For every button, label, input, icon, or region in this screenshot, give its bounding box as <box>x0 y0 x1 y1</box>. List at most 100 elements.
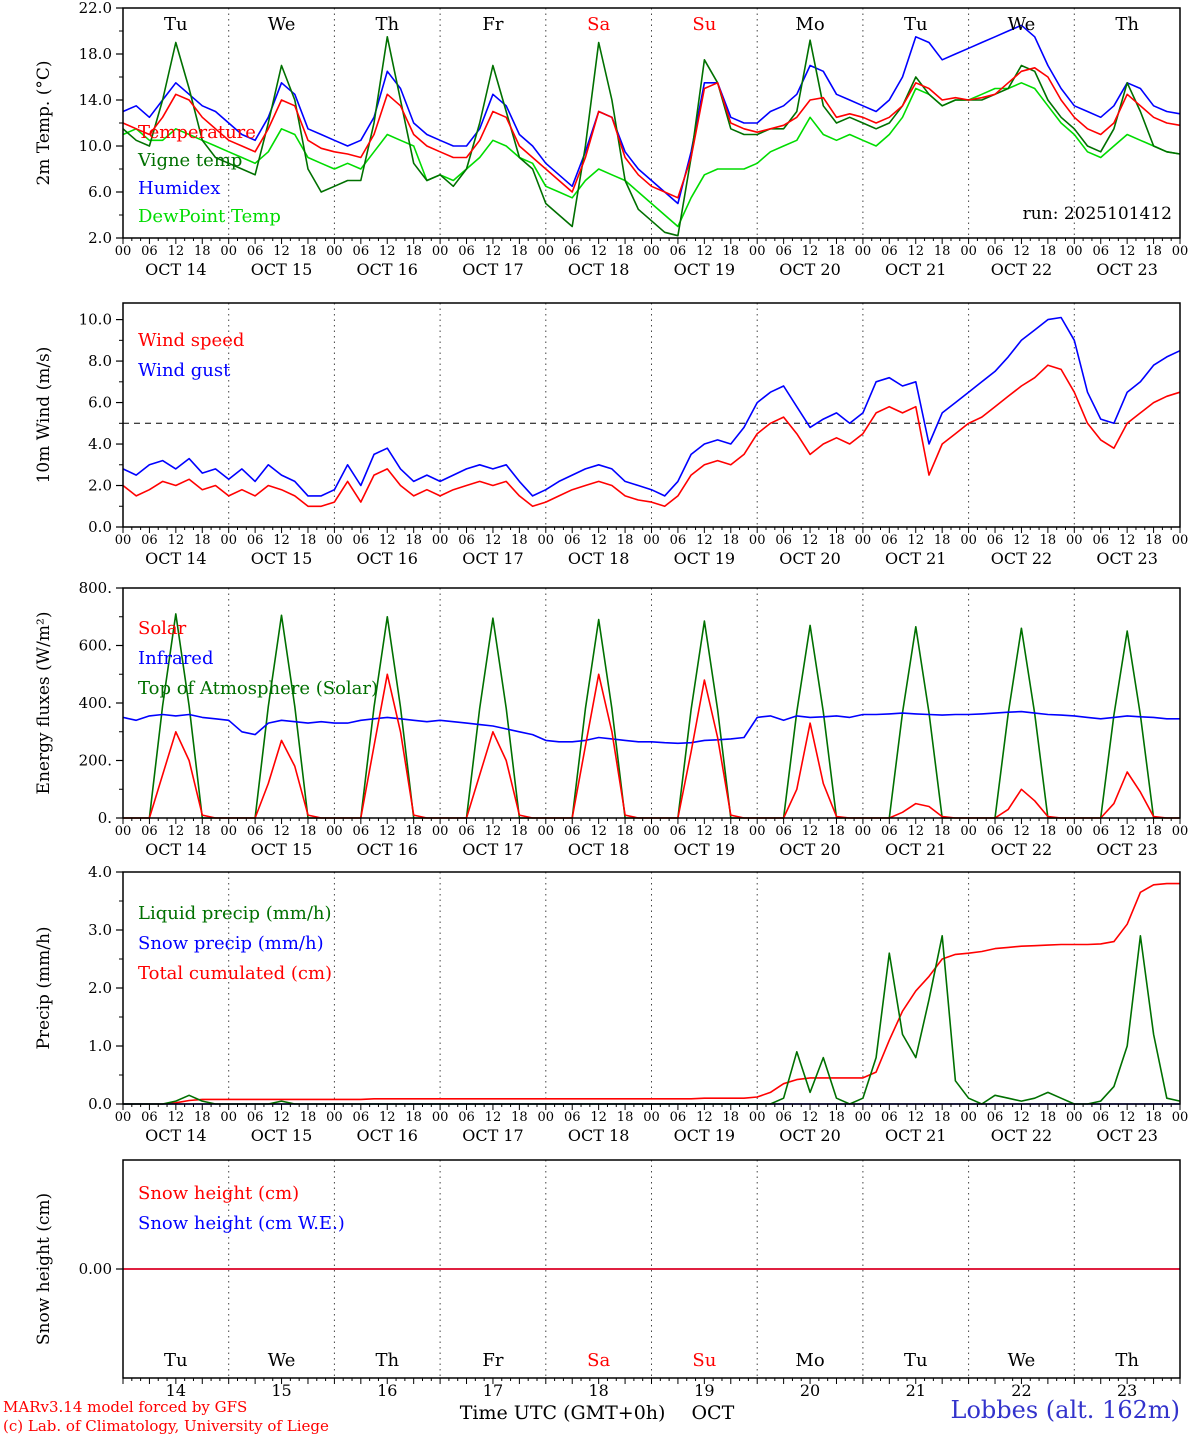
panel-4-x-axis <box>122 1378 1181 1384</box>
svg-text:Fr: Fr <box>482 1350 503 1371</box>
svg-text:Sa: Sa <box>587 1350 610 1371</box>
svg-text:00: 00 <box>1066 244 1083 259</box>
panel-0: 22.018.014.010.06.02.0 00 06 12 18 00 06 12 18 00… <box>79 0 1189 279</box>
svg-text:00: 00 <box>326 824 343 839</box>
svg-text:00: 00 <box>538 824 555 839</box>
svg-text:12: 12 <box>485 824 502 839</box>
svg-text:Th: Th <box>1115 14 1139 35</box>
svg-text:3.0: 3.0 <box>88 921 112 939</box>
svg-text:06: 06 <box>987 1110 1004 1125</box>
svg-text:06: 06 <box>141 533 158 548</box>
month-label: OCT <box>691 1402 735 1424</box>
svg-text:18: 18 <box>300 1110 317 1125</box>
svg-text:OCT 20: OCT 20 <box>779 549 840 568</box>
svg-text:12: 12 <box>1013 1110 1030 1125</box>
model-credit: MARv3.14 model forced by GFS <box>3 1398 248 1416</box>
legend-solar: Solar <box>138 618 187 639</box>
svg-text:12: 12 <box>485 244 502 259</box>
svg-text:18: 18 <box>511 1110 528 1125</box>
svg-text:OCT 19: OCT 19 <box>674 840 735 859</box>
svg-text:OCT 22: OCT 22 <box>991 549 1052 568</box>
svg-text:06: 06 <box>1092 1110 1109 1125</box>
svg-text:Th: Th <box>375 1350 399 1371</box>
svg-text:4.0: 4.0 <box>88 863 112 881</box>
legend-top-of-atmosphere-solar: Top of Atmosphere (Solar) <box>138 678 379 699</box>
svg-text:06: 06 <box>670 1110 687 1125</box>
svg-text:18: 18 <box>934 1110 951 1125</box>
svg-text:18: 18 <box>511 533 528 548</box>
svg-text:22.0: 22.0 <box>79 0 112 17</box>
svg-text:00: 00 <box>855 244 872 259</box>
svg-text:OCT 23: OCT 23 <box>1096 549 1157 568</box>
svg-text:12: 12 <box>1013 244 1030 259</box>
svg-text:OCT 20: OCT 20 <box>779 840 840 859</box>
svg-text:2.0: 2.0 <box>88 979 112 997</box>
svg-text:OCT 21: OCT 21 <box>885 840 946 859</box>
svg-text:00: 00 <box>643 533 660 548</box>
svg-text:06: 06 <box>458 1110 475 1125</box>
series-total-cumulated-cm <box>123 882 1180 1105</box>
panel-1-y-axis: 10.0 8.0 6.0 4.0 2.0 0.0 <box>79 311 123 536</box>
svg-text:00: 00 <box>749 533 766 548</box>
svg-text:18: 18 <box>828 1110 845 1125</box>
svg-text:Tu: Tu <box>904 1350 928 1371</box>
svg-text:OCT 17: OCT 17 <box>462 549 523 568</box>
svg-text:18: 18 <box>723 1110 740 1125</box>
svg-text:18: 18 <box>934 824 951 839</box>
svg-text:6.0: 6.0 <box>88 183 112 201</box>
svg-text:OCT 21: OCT 21 <box>885 1126 946 1145</box>
svg-text:OCT 22: OCT 22 <box>991 1126 1052 1145</box>
svg-text:800.: 800. <box>79 579 112 597</box>
svg-text:00: 00 <box>960 824 977 839</box>
svg-text:18: 18 <box>723 244 740 259</box>
svg-text:18: 18 <box>405 533 422 548</box>
panel-2-x-axis: 00 06 12 18 00 06 12 18 00 06 12 18 00 06 12 18 00 06 12 18… <box>115 818 1188 859</box>
svg-text:06: 06 <box>141 1110 158 1125</box>
panel-0-y-axis: 22.0 18.0 14.0 10.0 6.0 2.0 <box>79 0 123 247</box>
panel-1-grid <box>123 303 1180 527</box>
svg-text:18: 18 <box>405 244 422 259</box>
run-label: run: 2025101412 <box>1022 204 1172 224</box>
svg-text:06: 06 <box>881 244 898 259</box>
legend-vigne-temp: Vigne temp <box>138 150 243 171</box>
svg-text:Su: Su <box>692 1350 716 1371</box>
svg-text:00: 00 <box>115 1110 132 1125</box>
svg-text:12: 12 <box>168 244 185 259</box>
lab-credit: (c) Lab. of Climatology, University of L… <box>3 1417 329 1435</box>
panel-1: 10.08.06.04.02.00.000 06 12 18 00 06 12 18 00 06 1… <box>79 302 1188 568</box>
legend-wind-speed: Wind speed <box>138 330 245 351</box>
svg-text:OCT 14: OCT 14 <box>145 260 206 279</box>
series-wind-speed <box>122 364 1181 508</box>
svg-text:06: 06 <box>775 244 792 259</box>
svg-text:06: 06 <box>775 1110 792 1125</box>
svg-text:00: 00 <box>960 1110 977 1125</box>
svg-text:06: 06 <box>1092 244 1109 259</box>
svg-text:OCT 17: OCT 17 <box>462 1126 523 1145</box>
svg-text:Sa: Sa <box>587 14 610 35</box>
panel-1-series <box>122 316 1181 508</box>
svg-text:06: 06 <box>458 824 475 839</box>
svg-text:18: 18 <box>723 824 740 839</box>
panel-4: 0.00 Tu We Th Fr Sa Su Mo Tu We Th 14 15 16 17 18 19 20 21… <box>79 1159 1181 1400</box>
svg-text:OCT 18: OCT 18 <box>568 260 629 279</box>
svg-text:00: 00 <box>538 244 555 259</box>
svg-text:06: 06 <box>141 824 158 839</box>
svg-text:12: 12 <box>907 533 924 548</box>
svg-text:06: 06 <box>564 1110 581 1125</box>
svg-text:00: 00 <box>1066 533 1083 548</box>
svg-text:OCT 15: OCT 15 <box>251 840 312 859</box>
panel-3-x-axis: 00 06 12 18 00 06 12 18 00 06 12 18 00 06 12 18 00 06 12 18… <box>115 1104 1188 1145</box>
svg-text:18: 18 <box>723 533 740 548</box>
svg-text:OCT 14: OCT 14 <box>145 840 206 859</box>
svg-text:18: 18 <box>511 244 528 259</box>
svg-text:06: 06 <box>987 244 1004 259</box>
svg-text:200.: 200. <box>79 752 112 770</box>
svg-text:12: 12 <box>590 824 607 839</box>
svg-text:12: 12 <box>379 244 396 259</box>
svg-text:00: 00 <box>326 1110 343 1125</box>
svg-text:12: 12 <box>379 824 396 839</box>
legend-wind-gust: Wind gust <box>138 360 231 381</box>
svg-text:06: 06 <box>775 533 792 548</box>
svg-text:00: 00 <box>220 533 237 548</box>
svg-text:06: 06 <box>141 244 158 259</box>
